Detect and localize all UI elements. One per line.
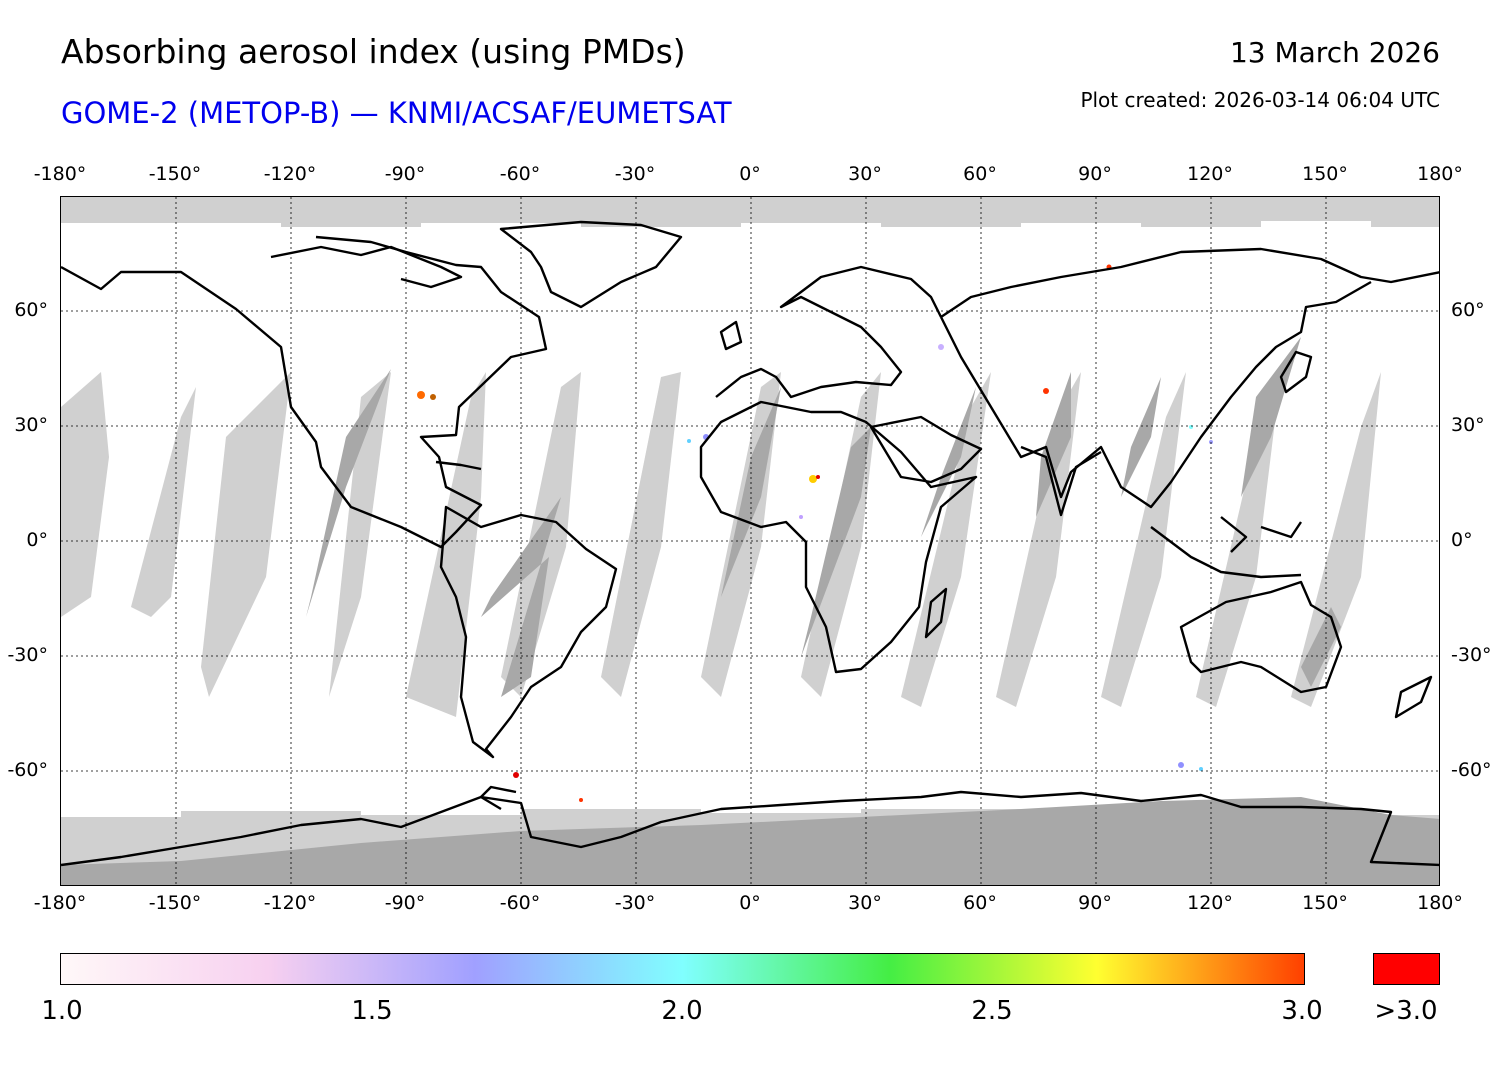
antarctica-coast bbox=[61, 790, 1439, 867]
lat-tick-right: -30° bbox=[1451, 644, 1492, 666]
colorbar-label: 1.5 bbox=[351, 996, 393, 1026]
africa-coast bbox=[699, 400, 978, 674]
lon-tick-top: -90° bbox=[384, 163, 426, 185]
india bbox=[1020, 445, 1102, 517]
australia bbox=[1179, 580, 1343, 694]
madagascar bbox=[924, 587, 948, 639]
lat-tick-left: 0° bbox=[26, 529, 48, 551]
graticule bbox=[61, 197, 1439, 885]
colorbar-label: 2.5 bbox=[971, 996, 1013, 1026]
antarctic-peninsula bbox=[479, 785, 517, 811]
lon-tick-top: 60° bbox=[963, 163, 997, 185]
lon-tick-bottom: 150° bbox=[1302, 892, 1348, 914]
plot-created-timestamp: Plot created: 2026-03-14 06:04 UTC bbox=[1080, 88, 1440, 112]
lon-tick-bottom: 120° bbox=[1187, 892, 1233, 914]
lon-tick-bottom: 90° bbox=[1078, 892, 1112, 914]
lon-tick-top: 0° bbox=[739, 163, 761, 185]
lon-tick-bottom: 180° bbox=[1417, 892, 1463, 914]
lat-tick-left: 60° bbox=[14, 299, 48, 321]
night-regions bbox=[61, 337, 1439, 885]
colorbar-label: 1.0 bbox=[41, 996, 83, 1026]
british-isles bbox=[719, 320, 743, 351]
lon-tick-top: 150° bbox=[1302, 163, 1348, 185]
lon-tick-top: -60° bbox=[499, 163, 541, 185]
colorbar-label: 2.0 bbox=[661, 996, 703, 1026]
asia-coast bbox=[939, 247, 1439, 509]
lat-tick-right: 0° bbox=[1451, 529, 1473, 551]
coastlines bbox=[61, 220, 1439, 867]
colorbar-over-label: >3.0 bbox=[1374, 996, 1438, 1026]
south-america-coast bbox=[439, 505, 618, 759]
map-title: Absorbing aerosol index (using PMDs) bbox=[61, 32, 686, 71]
lon-tick-bottom: -120° bbox=[263, 892, 317, 914]
colorbar-label: 3.0 bbox=[1281, 996, 1323, 1026]
lon-tick-bottom: -30° bbox=[614, 892, 656, 914]
europe-coast bbox=[715, 265, 943, 399]
lon-tick-bottom: 30° bbox=[848, 892, 882, 914]
colorbar-over-swatch bbox=[1373, 953, 1440, 985]
arctic-no-data bbox=[61, 197, 1439, 227]
lon-tick-top: -120° bbox=[263, 163, 317, 185]
lat-tick-left: -60° bbox=[7, 759, 48, 781]
indonesia bbox=[1150, 516, 1302, 579]
lon-tick-top: 180° bbox=[1417, 163, 1463, 185]
caribbean bbox=[435, 460, 482, 471]
lon-tick-bottom: 0° bbox=[739, 892, 761, 914]
world-map bbox=[60, 196, 1440, 886]
colorbar-gradient bbox=[60, 953, 1305, 985]
arabia bbox=[869, 415, 983, 484]
lon-tick-bottom: 60° bbox=[963, 892, 997, 914]
canadian-arctic bbox=[270, 245, 463, 289]
new-zealand bbox=[1394, 675, 1433, 719]
lat-tick-left: 30° bbox=[14, 414, 48, 436]
map-date: 13 March 2026 bbox=[1229, 36, 1440, 69]
lat-tick-right: 60° bbox=[1451, 299, 1485, 321]
lon-tick-top: -30° bbox=[614, 163, 656, 185]
lat-tick-left: -30° bbox=[7, 644, 48, 666]
lon-tick-top: 30° bbox=[848, 163, 882, 185]
lat-tick-right: 30° bbox=[1451, 414, 1485, 436]
lon-tick-top: 90° bbox=[1078, 163, 1112, 185]
lon-tick-top: -180° bbox=[33, 163, 87, 185]
lat-tick-right: -60° bbox=[1451, 759, 1492, 781]
lon-tick-top: 120° bbox=[1187, 163, 1233, 185]
antarctica-dark bbox=[61, 797, 1439, 885]
lon-tick-bottom: -180° bbox=[33, 892, 87, 914]
north-america-coast bbox=[61, 235, 548, 549]
greenland bbox=[499, 220, 683, 309]
lon-tick-top: -150° bbox=[148, 163, 202, 185]
lon-tick-bottom: -150° bbox=[148, 892, 202, 914]
lon-tick-bottom: -90° bbox=[384, 892, 426, 914]
map-subtitle: GOME-2 (METOP-B) — KNMI/ACSAF/EUMETSAT bbox=[61, 96, 732, 130]
japan bbox=[1279, 350, 1313, 394]
lon-tick-bottom: -60° bbox=[499, 892, 541, 914]
